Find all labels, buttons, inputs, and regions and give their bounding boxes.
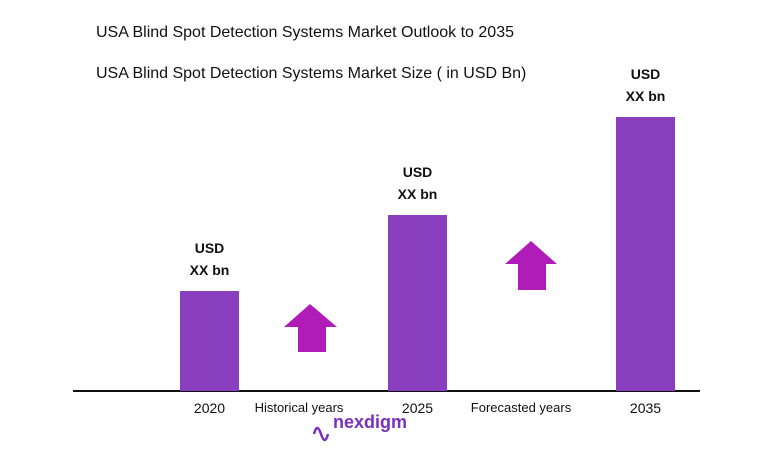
bar [388, 215, 447, 391]
growth-arrow [505, 241, 557, 290]
logo-mark [312, 426, 330, 442]
x-tick-label: 2020 [193, 400, 226, 416]
bar [180, 291, 239, 391]
bar [616, 117, 675, 391]
x-tick-label: 2035 [629, 400, 662, 416]
value-label: USD XX bn [397, 164, 438, 202]
growth-arrow [284, 304, 337, 352]
annotation: Forecasted years [470, 400, 572, 415]
value-label: USD XX bn [625, 66, 666, 104]
chart-title: USA Blind Spot Detection Systems Market … [96, 24, 514, 41]
logo: nexdigm [333, 412, 408, 432]
value-label: USD XX bn [189, 240, 230, 278]
chart-subtitle: USA Blind Spot Detection Systems Market … [96, 65, 527, 82]
x-tick-label: 2025 [401, 400, 434, 416]
annotation: Historical years [254, 400, 344, 415]
